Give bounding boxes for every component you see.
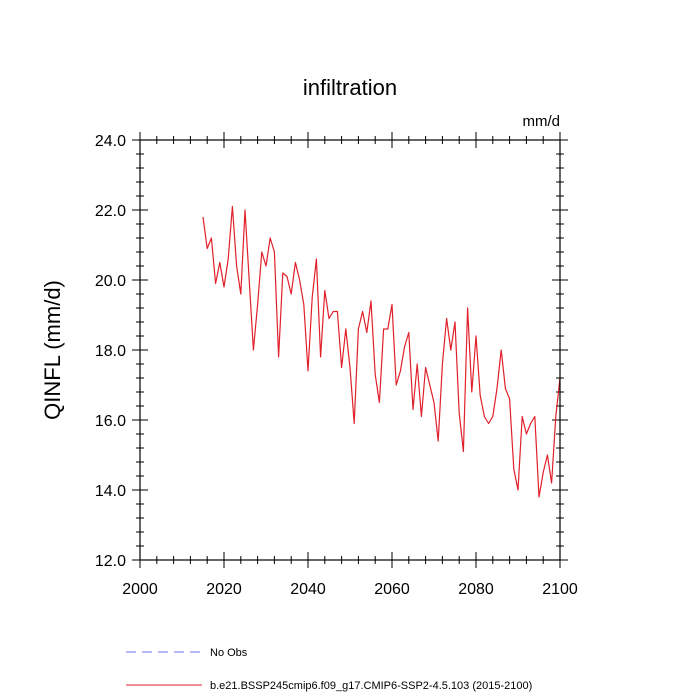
x-tick-label: 2060	[374, 581, 410, 598]
y-tick-label: 22.0	[95, 203, 126, 220]
legend-label: b.e21.BSSP245cmip6.f09_g17.CMIP6-SSP2-4.…	[210, 680, 532, 692]
series-line	[202, 205, 561, 498]
x-tick-label: 2000	[122, 581, 158, 598]
chart-title: infiltration	[303, 75, 397, 100]
x-tick-label: 2040	[290, 581, 326, 598]
y-tick-label: 16.0	[95, 413, 126, 430]
y-tick-label: 12.0	[95, 553, 126, 570]
legend: No Obs b.e21.BSSP245cmip6.f09_g17.CMIP6-S…	[126, 647, 532, 692]
x-tick-label: 2080	[458, 581, 494, 598]
units-label: mm/d	[523, 113, 561, 130]
y-tick-label: 24.0	[95, 133, 126, 150]
axis-ticks: 12.0 14.0 16.0 18.0 20.0 22.0 24.0 2000 2020 2040…	[95, 132, 578, 598]
y-tick-label: 18.0	[95, 343, 126, 360]
y-tick-label: 20.0	[95, 273, 126, 290]
series-layer	[202, 205, 561, 498]
plot-frame	[139, 139, 561, 561]
y-tick-label: 14.0	[95, 483, 126, 500]
legend-label: No Obs	[210, 647, 248, 659]
x-tick-label: 2020	[206, 581, 242, 598]
x-tick-label: 2100	[542, 581, 578, 598]
y-axis-label: QINFL (mm/d)	[40, 280, 65, 420]
